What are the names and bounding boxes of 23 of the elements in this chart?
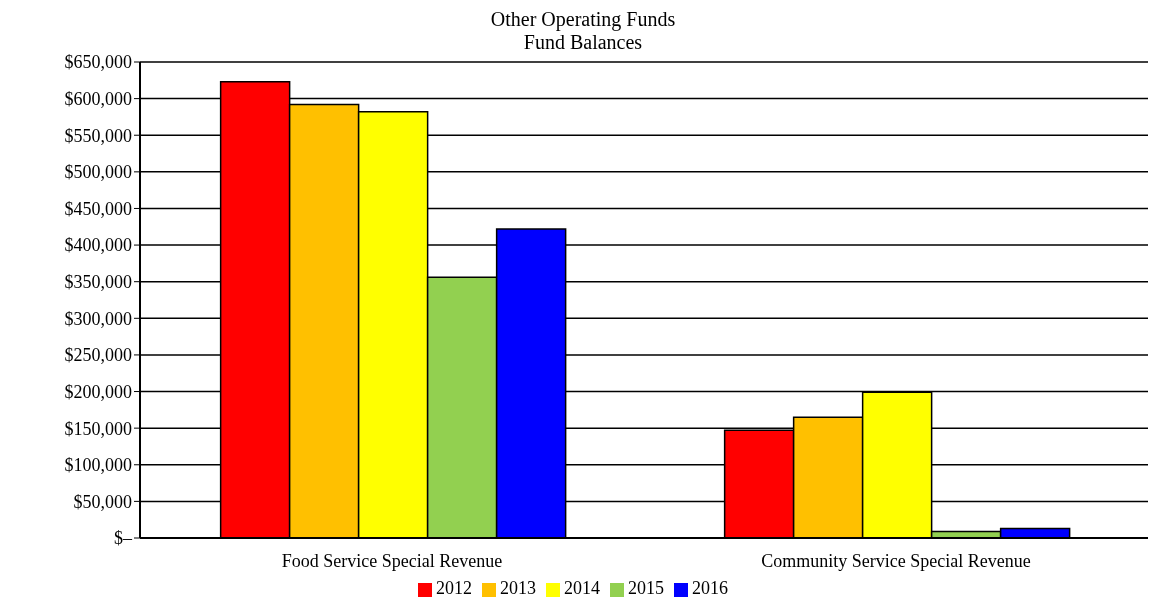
y-tick-label: $–	[114, 528, 133, 549]
legend-label: 2012	[436, 578, 472, 598]
legend-label: 2013	[500, 578, 536, 598]
y-tick-label: $650,000	[64, 52, 132, 73]
x-tick-label: Food Service Special Revenue	[281, 550, 503, 571]
y-tick-label: $50,000	[73, 491, 132, 512]
x-tick-label: Community Service Special Revenue	[761, 550, 1031, 571]
y-tick-label: $350,000	[64, 272, 132, 293]
chart-subtitle: Fund Balances	[522, 31, 644, 54]
y-tick-label: $300,000	[64, 308, 132, 329]
legend-label: 2016	[692, 578, 728, 598]
y-tick-label: $550,000	[64, 125, 132, 146]
chart-title: Other Operating Funds	[489, 8, 677, 31]
y-tick-label: $250,000	[64, 345, 132, 366]
y-tick-label: $100,000	[64, 455, 132, 476]
y-tick-label: $150,000	[64, 418, 132, 439]
y-tick-label: $400,000	[64, 235, 132, 256]
y-tick-label: $200,000	[64, 381, 132, 402]
legend-label: 2014	[564, 578, 600, 598]
y-tick-label: $450,000	[64, 198, 132, 219]
y-tick-label: $600,000	[64, 89, 132, 110]
y-tick-label: $500,000	[64, 162, 132, 183]
legend-label: 2015	[628, 578, 664, 598]
